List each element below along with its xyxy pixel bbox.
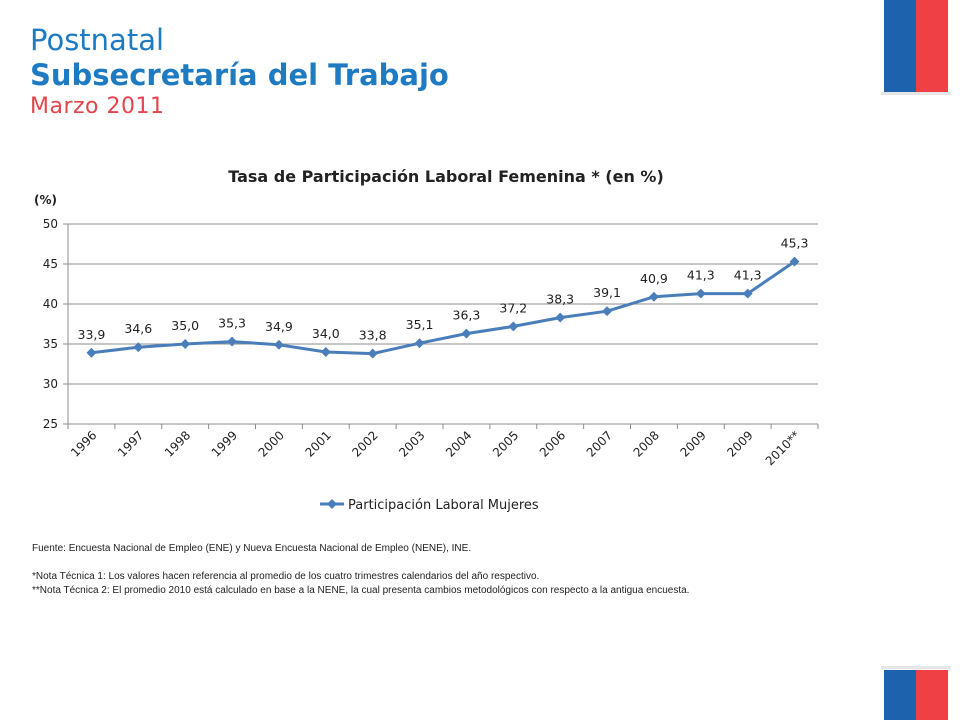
data-point (367, 348, 378, 359)
data-label: 34,9 (265, 319, 293, 334)
data-point (555, 312, 566, 323)
x-tick-label: 2009 (724, 428, 755, 459)
data-point (414, 338, 425, 349)
technical-note-2: **Nota Técnica 2: El promedio 2010 está … (32, 585, 690, 596)
data-label: 45,3 (781, 236, 809, 251)
data-label: 36,3 (453, 308, 481, 323)
data-label: 41,3 (687, 268, 715, 283)
series-line (91, 260, 796, 356)
data-point (86, 347, 97, 358)
data-label: 34,0 (312, 326, 340, 341)
technical-note-1: *Nota Técnica 1: Los valores hacen refer… (32, 571, 540, 582)
y-tick-label: 50 (43, 217, 58, 231)
data-point (508, 321, 519, 332)
page-date: Marzo 2011 (30, 94, 165, 119)
data-point (695, 288, 706, 299)
data-label: 41,3 (734, 268, 762, 283)
x-tick-label: 2005 (490, 428, 521, 459)
data-point (602, 306, 613, 317)
flag-logo-bottom (881, 666, 951, 720)
y-tick-label: 40 (43, 297, 58, 311)
data-point (180, 339, 191, 349)
data-point (648, 291, 659, 302)
x-tick-labels: 1996 1997 1998 1999 2000 2001 2002 2003 2004 2005… (68, 428, 803, 468)
data-label: 40,9 (640, 271, 668, 286)
data-point (227, 336, 238, 347)
data-label: 35,3 (218, 316, 246, 331)
data-point (320, 347, 331, 357)
x-tick-label: 2002 (349, 428, 380, 459)
data-point (133, 342, 144, 353)
legend: Participación Laboral Mujeres (320, 498, 539, 513)
x-tick-label: 2004 (443, 428, 474, 459)
y-tick-label: 30 (43, 377, 58, 391)
x-tick-label: 1996 (68, 428, 99, 459)
data-label: 38,3 (546, 292, 574, 307)
legend-marker (327, 499, 337, 509)
x-tick-label: 2007 (584, 428, 615, 459)
data-label: 37,2 (499, 300, 527, 315)
axes (63, 223, 819, 429)
data-point (273, 339, 284, 350)
x-tick-label: 2006 (537, 428, 568, 459)
x-tick-label: 2001 (302, 428, 333, 459)
data-label: 39,1 (593, 285, 621, 300)
chart-title: Tasa de Participación Laboral Femenina *… (228, 167, 664, 186)
x-tick-label: 2009 (677, 428, 708, 459)
legend-label: Participación Laboral Mujeres (348, 498, 539, 513)
x-tick-label: 1999 (209, 428, 240, 459)
footnotes: Fuente: Encuesta Nacional de Empleo (ENE… (32, 542, 852, 598)
data-point (742, 288, 753, 299)
x-tick-label: 2010** (763, 428, 803, 468)
x-tick-label: 2000 (256, 428, 287, 459)
y-tick-label: 35 (43, 337, 58, 351)
data-labels: 33,9 34,6 35,0 35,3 34,9 34,0 33,8 35,1 36,3 37,2… (78, 236, 809, 343)
y-tick-label: 45 (43, 257, 58, 271)
data-point (789, 256, 800, 267)
flag-logo-top (881, 0, 951, 95)
source-note: Fuente: Encuesta Nacional de Empleo (ENE… (32, 543, 472, 554)
x-tick-label: 1998 (162, 428, 193, 459)
data-label: 33,9 (78, 327, 106, 342)
page-header: Postnatal Subsecretaría del Trabajo Marz… (30, 22, 449, 122)
x-tick-label: 2003 (396, 428, 427, 459)
data-label: 35,1 (406, 317, 434, 332)
y-tick-labels: 50 45 40 35 30 25 (43, 217, 58, 431)
data-label: 33,8 (359, 328, 387, 343)
page-title: Postnatal (30, 23, 165, 57)
x-tick-label: 2008 (631, 428, 662, 459)
y-axis-unit-label: (%) (34, 193, 57, 207)
grid-lines (68, 223, 818, 385)
y-tick-label: 25 (43, 417, 58, 431)
data-label: 34,6 (124, 321, 152, 336)
x-tick-label: 1997 (115, 428, 146, 459)
data-label: 35,0 (171, 318, 199, 333)
page-subtitle: Subsecretaría del Trabajo (30, 58, 449, 92)
line-chart: Tasa de Participación Laboral Femenina *… (34, 167, 819, 513)
data-point (461, 328, 472, 339)
